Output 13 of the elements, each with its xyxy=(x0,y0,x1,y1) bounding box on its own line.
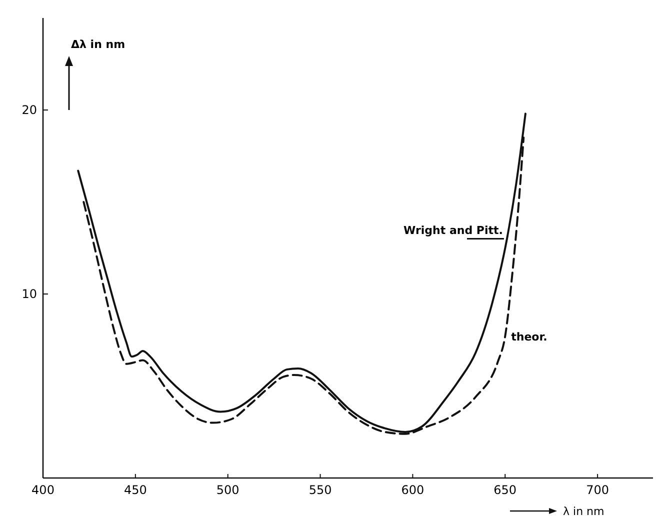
x-tick-label: 650 xyxy=(494,483,517,497)
x-tick-label: 600 xyxy=(401,483,424,497)
y-tick-label: 20 xyxy=(22,103,37,117)
y-tick-label: 10 xyxy=(22,287,37,301)
y-axis-title: Δλ in nm xyxy=(71,38,126,51)
x-tick-label: 500 xyxy=(216,483,240,497)
x-axis-title: λ in nm xyxy=(563,505,604,518)
series-label: theor. xyxy=(511,330,548,344)
x-tick-label: 450 xyxy=(124,483,147,497)
x-tick-label: 700 xyxy=(586,483,609,497)
series-label: Wright and Pitt. xyxy=(404,224,503,237)
x-tick-label: 550 xyxy=(308,483,332,497)
x-tick-label: 400 xyxy=(32,483,54,497)
